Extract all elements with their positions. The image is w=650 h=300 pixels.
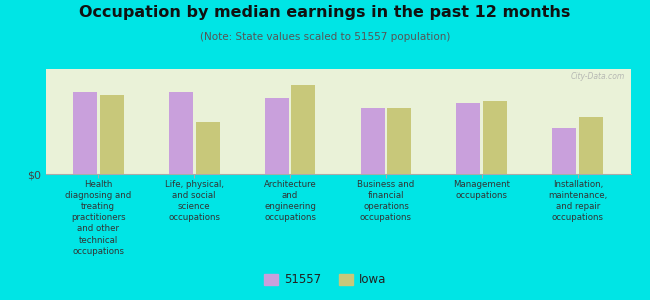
Bar xyxy=(265,98,289,174)
Text: Management
occupations: Management occupations xyxy=(453,180,510,200)
Bar xyxy=(579,117,603,174)
Bar xyxy=(73,92,97,174)
Bar xyxy=(169,92,192,174)
Bar xyxy=(361,108,385,174)
Bar xyxy=(99,95,124,174)
Text: City-Data.com: City-Data.com xyxy=(571,72,625,81)
Text: Business and
financial
operations
occupations: Business and financial operations occupa… xyxy=(358,180,415,222)
Bar xyxy=(196,122,220,174)
Text: Life, physical,
and social
science
occupations: Life, physical, and social science occup… xyxy=(164,180,224,222)
Text: Occupation by median earnings in the past 12 months: Occupation by median earnings in the pas… xyxy=(79,4,571,20)
Legend: 51557, Iowa: 51557, Iowa xyxy=(259,269,391,291)
Bar xyxy=(456,103,480,174)
Bar xyxy=(291,85,315,174)
Bar xyxy=(552,128,577,174)
Text: (Note: State values scaled to 51557 population): (Note: State values scaled to 51557 popu… xyxy=(200,32,450,41)
Bar xyxy=(387,108,411,174)
Bar xyxy=(484,100,507,174)
Text: Architecture
and
engineering
occupations: Architecture and engineering occupations xyxy=(264,180,317,222)
Text: Installation,
maintenance,
and repair
occupations: Installation, maintenance, and repair oc… xyxy=(548,180,607,222)
Text: Health
diagnosing and
treating
practitioners
and other
technical
occupations: Health diagnosing and treating practitio… xyxy=(65,180,131,256)
